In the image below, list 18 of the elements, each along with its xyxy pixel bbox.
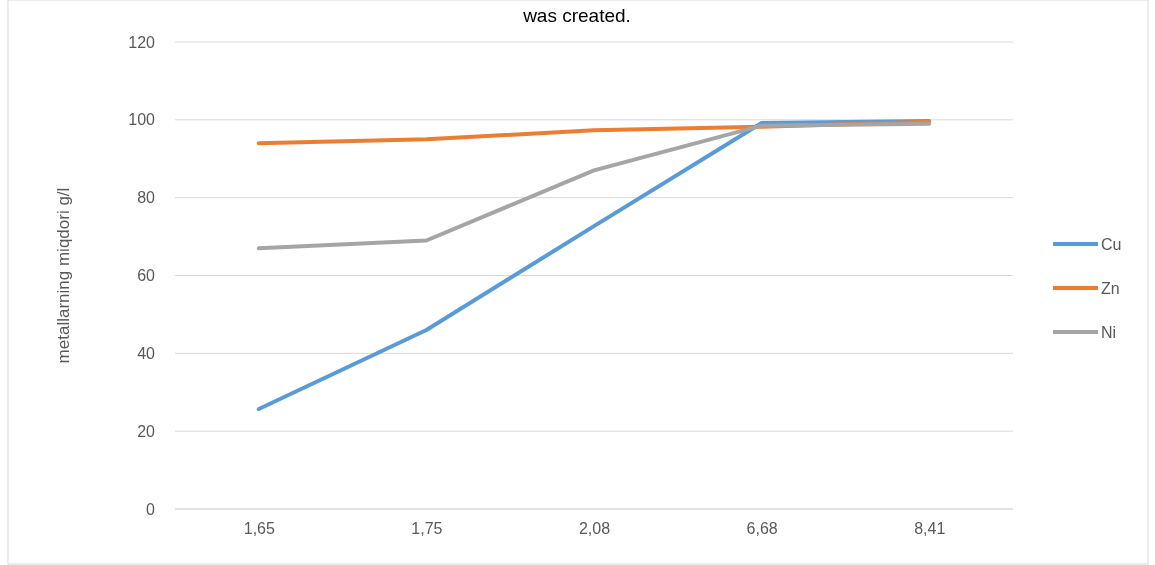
legend-label: Cu (1101, 236, 1122, 253)
x-tick-label: 1,65 (243, 520, 275, 538)
x-tick-label: 8,41 (914, 520, 946, 538)
y-tick-label: 20 (137, 422, 156, 440)
y-axis-title: metallarning miqdori g/l (54, 187, 73, 364)
legend-label: Zn (1101, 280, 1120, 297)
x-tick-label: 2,08 (578, 520, 611, 538)
y-tick-label: 60 (137, 267, 156, 285)
y-tick-label: 120 (128, 33, 156, 51)
y-tick-label: 40 (137, 344, 156, 362)
chart-title: was created. (522, 5, 631, 26)
x-tick-label: 1,75 (411, 520, 443, 538)
line-series (256, 121, 932, 251)
legend-label: Ni (1101, 324, 1117, 341)
y-tick-label: 0 (146, 500, 156, 518)
y-tick-label: 100 (128, 111, 156, 129)
y-tick-label: 80 (137, 189, 156, 207)
x-tick-label: 6,68 (746, 520, 778, 538)
